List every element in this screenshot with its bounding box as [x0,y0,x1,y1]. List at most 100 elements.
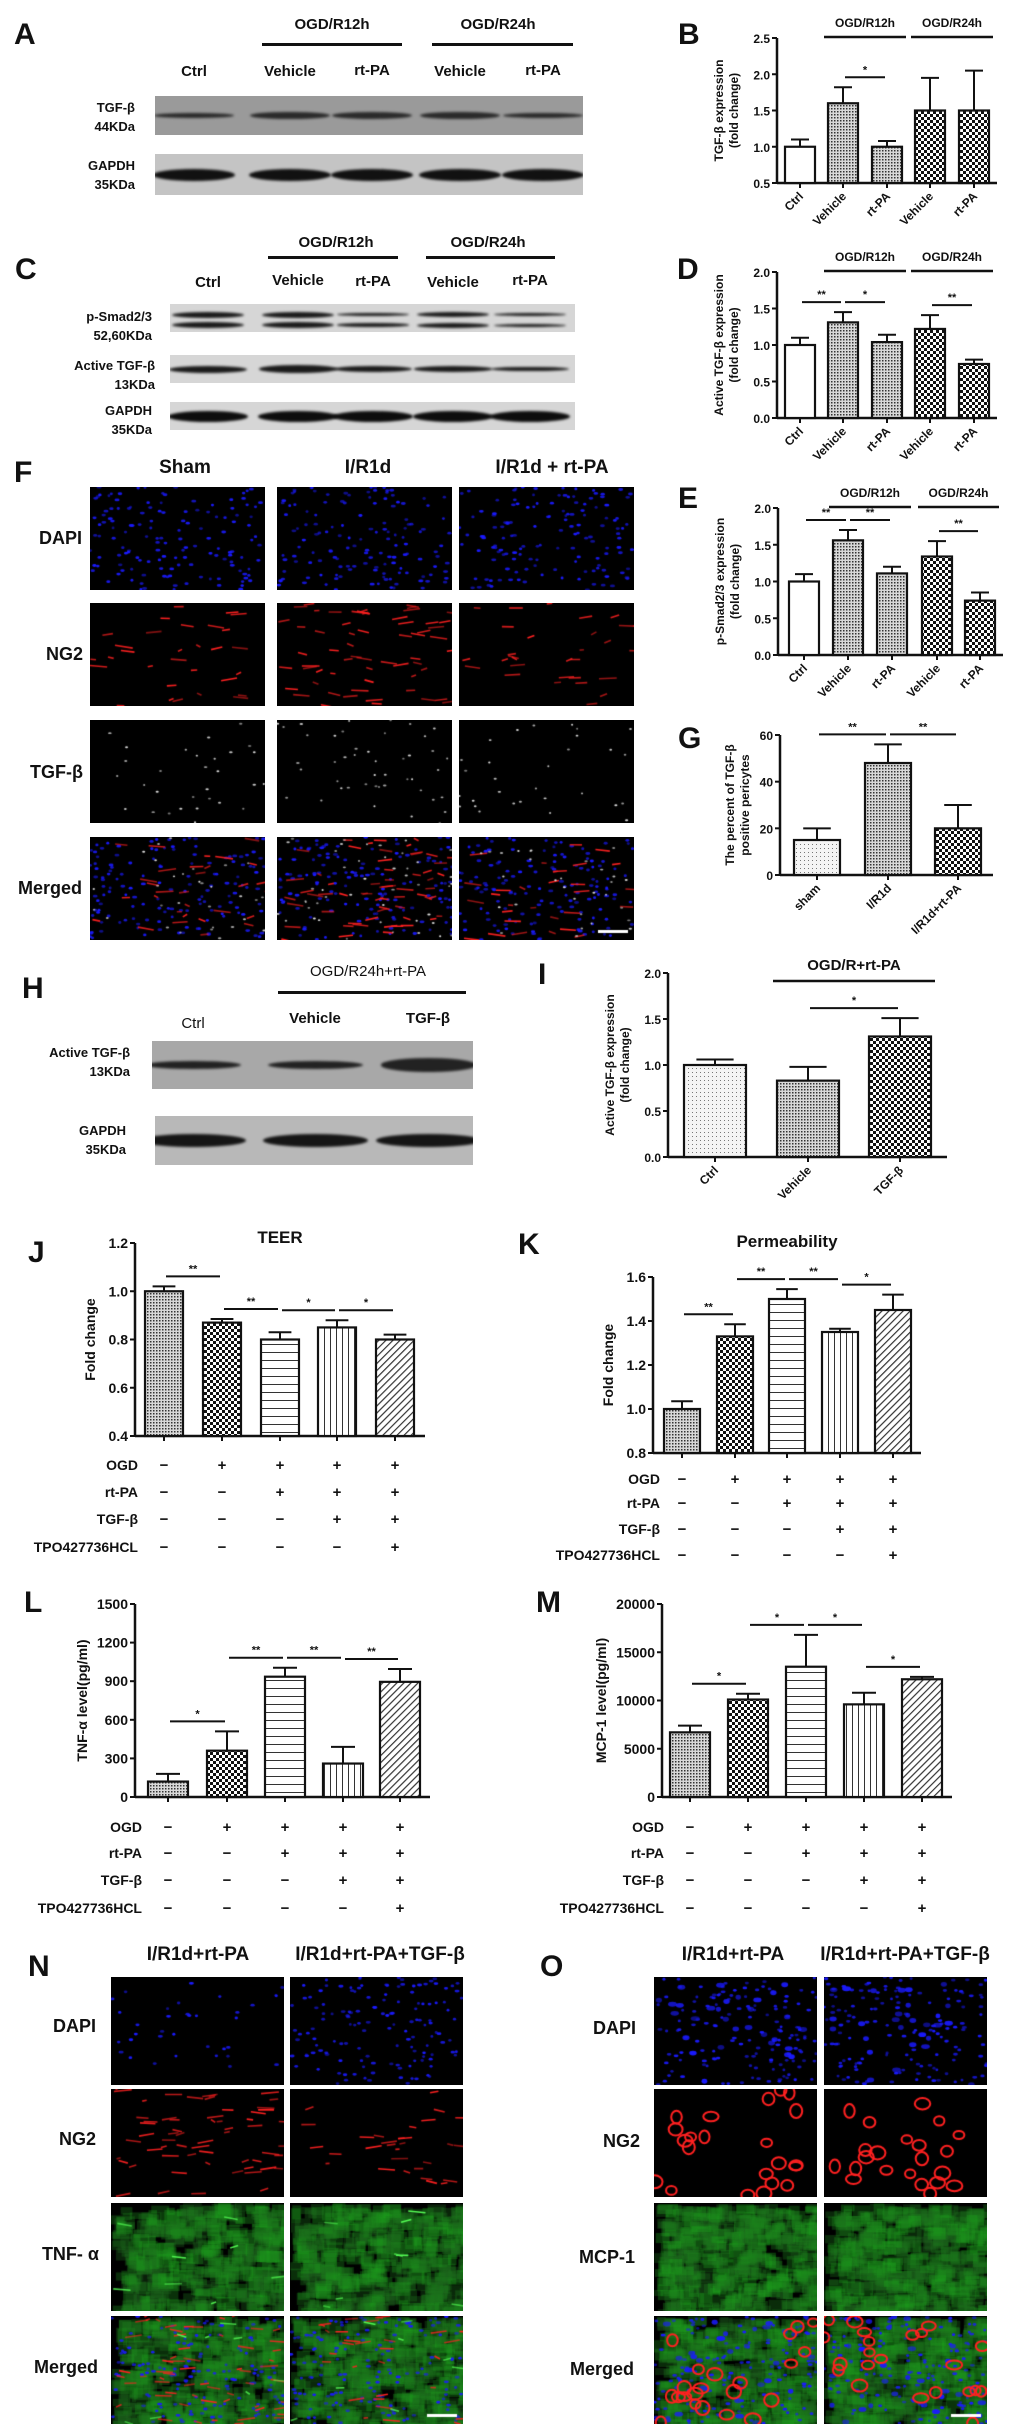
lane-label: Vehicle [272,272,324,289]
condition-label: TPO427736HCL [34,1539,139,1555]
y-tick-label: 10000 [616,1693,655,1709]
protein-name: TGF-β [96,100,135,115]
condition-sign: − [731,1521,740,1538]
condition-sign: + [836,1495,845,1512]
y-tick-label: 1.0 [644,1059,661,1073]
blot-row-label: GAPDH 35KDa [79,1121,126,1159]
condition-label: TPO427736HCL [38,1900,143,1916]
micrograph-dapi [290,1977,463,2085]
condition-sign: − [160,1484,169,1501]
condition-sign: + [223,1819,232,1836]
protein-band [155,1134,246,1147]
micrograph-dapi [90,487,265,590]
bar [863,761,913,877]
panel-label-a: A [14,18,36,51]
protein-band [337,312,409,317]
condition-sign: + [860,1872,869,1889]
protein-band [262,311,334,318]
bar [668,1731,712,1799]
blot-row-label: Active TGF-β 13KDa [49,1043,130,1081]
y-tick-label: 600 [105,1712,129,1728]
group-label: OGD/R12h [840,486,900,500]
y-axis-label: Active TGF-β expression [712,274,726,415]
panel-label-n: N [28,1950,50,1983]
condition-sign: + [860,1819,869,1836]
condition-sign: + [783,1495,792,1512]
group-label: OGD/R24h [460,16,536,33]
bar [870,340,904,420]
lane-label: Ctrl [195,274,221,291]
condition-sign: − [678,1471,687,1488]
condition-sign: + [396,1845,405,1862]
significance-label: * [863,289,868,301]
blot-row-label: Active TGF-β 13KDa [74,356,155,394]
condition-sign: − [333,1539,342,1556]
significance-label: ** [866,507,875,519]
x-tick-label: rt-PA [956,661,986,691]
protein-size: 13KDa [114,377,155,392]
x-tick-label: Vehicle [810,424,849,463]
micrograph-merged [277,837,452,940]
y-tick-label: 1.0 [109,1283,129,1299]
micrograph-merged [90,837,265,940]
row-label: Merged [569,2359,634,2379]
y-tick-label: 1.2 [627,1357,647,1373]
micrograph-mcp-1 [824,2203,987,2311]
panel-label-c: C [15,253,37,286]
y-tick-label: 1.0 [753,141,770,155]
condition-sign: + [281,1819,290,1836]
lane-label: Ctrl [181,63,207,80]
western-blot-gapdh [170,402,575,430]
condition-sign: + [276,1484,285,1501]
group-label: OGD/R24h [922,16,982,30]
significance-label: ** [310,1645,319,1657]
row-label: TGF-β [30,762,83,782]
y-tick-label: 300 [105,1750,129,1766]
condition-sign: + [731,1471,740,1488]
condition-sign: − [164,1900,173,1917]
y-tick-label: 1.5 [644,1013,661,1027]
condition-label: rt-PA [631,1845,664,1861]
group-label: OGD/R12h [294,16,370,33]
bar [784,1665,828,1799]
bar [867,1035,933,1159]
bar [682,1063,748,1159]
protein-band [337,323,409,327]
significance-label: ** [189,1263,198,1275]
micrograph-ng2 [824,2089,987,2197]
significance-label: ** [757,1266,766,1278]
condition-sign: + [391,1511,400,1528]
column-header: Sham [159,457,211,478]
condition-label: TPO427736HCL [560,1900,665,1916]
micrograph-dapi [111,1977,284,2085]
blot-row-label: TGF-β 44KDa [95,98,135,136]
y-tick-label: 0.0 [644,1151,661,1165]
bar [787,580,821,657]
bar [875,572,909,657]
panel-label-j: J [28,1236,45,1269]
condition-sign: + [860,1845,869,1862]
protein-band [250,111,330,120]
condition-sign: + [333,1511,342,1528]
bar [316,1326,358,1438]
western-blot-psmad [170,304,575,332]
x-tick-label: rt-PA [868,661,898,691]
protein-band [380,1058,473,1072]
protein-band [419,168,501,181]
row-label: DAPI [592,2018,636,2038]
y-tick-label: 1500 [97,1596,128,1612]
group-label: OGD/R24h [928,486,988,500]
y-axis-label: p-Smad2/3 expression [713,518,727,645]
y-tick-label: 0 [647,1789,655,1805]
protein-band [331,168,413,181]
protein-size: 52,60KDa [93,328,152,343]
panel-label-l: L [24,1586,43,1619]
condition-sign: − [744,1845,753,1862]
significance-label: ** [822,507,831,519]
protein-band [333,410,413,422]
condition-sign: − [276,1511,285,1528]
condition-sign: − [686,1819,695,1836]
protein-name: Active TGF-β [49,1045,130,1060]
y-tick-label: 1.0 [754,576,771,590]
